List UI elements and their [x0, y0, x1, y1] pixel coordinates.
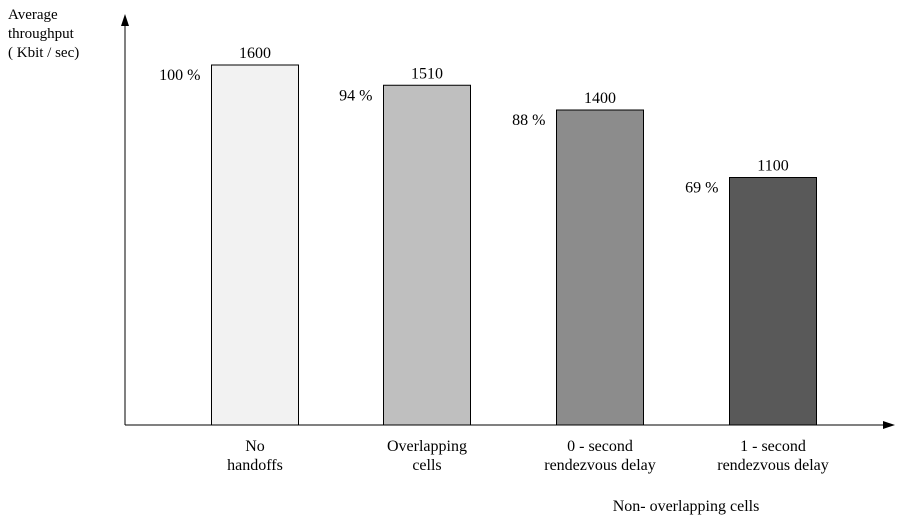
value-label: 1600 [239, 45, 271, 62]
bar [211, 64, 299, 426]
category-tick-label: handoffs [227, 457, 283, 474]
percent-label: 94 % [339, 87, 372, 104]
bar [556, 109, 644, 426]
percent-label: 69 % [685, 180, 718, 197]
category-tick-label: rendezvous delay [717, 457, 829, 474]
y-axis-label: Average throughput ( Kbit / sec) [8, 7, 79, 61]
y-axis-label-line: Average [8, 7, 58, 23]
value-label: 1510 [411, 65, 443, 82]
value-label: 1100 [757, 158, 788, 175]
category-tick-label: No [245, 438, 265, 455]
category-tick-label: cells [412, 457, 441, 474]
bar [729, 177, 817, 426]
group-label: Non- overlapping cells [613, 498, 760, 515]
category-tick-label: 0 - second [567, 438, 633, 455]
value-label: 1400 [584, 90, 616, 107]
y-axis-label-line: throughput [8, 26, 75, 42]
category-tick-label: Overlapping [387, 438, 467, 455]
y-axis-label-line: ( Kbit / sec) [8, 45, 79, 61]
x-axis-arrow [883, 421, 895, 429]
category-tick-label: 1 - second [740, 438, 806, 455]
category-tick-label: rendezvous delay [544, 457, 656, 474]
percent-label: 100 % [159, 67, 200, 84]
y-axis-arrow [121, 14, 129, 26]
percent-label: 88 % [512, 112, 545, 129]
bar [383, 84, 471, 426]
